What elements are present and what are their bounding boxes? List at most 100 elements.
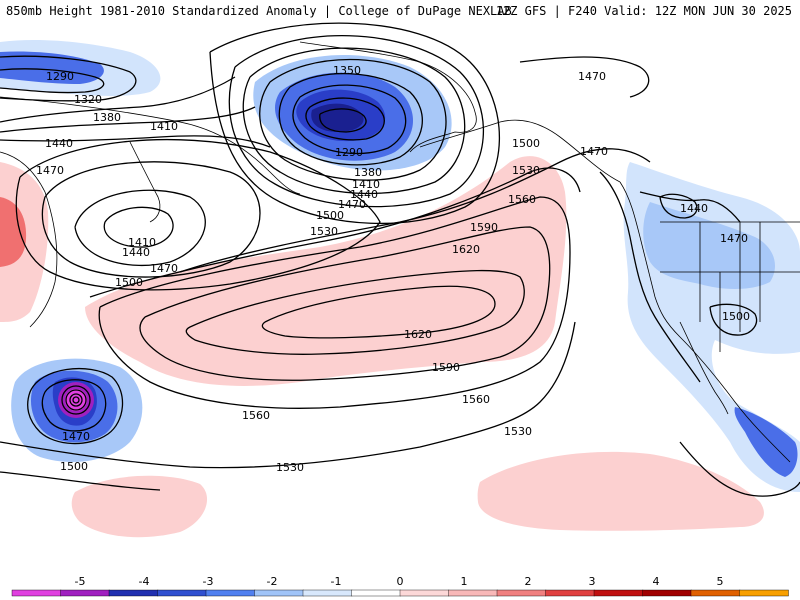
contour-1500-main — [179, 148, 651, 273]
legend-swatch — [593, 589, 644, 597]
map-title: 850mb Height 1981-2010 Standardized Anom… — [6, 4, 512, 18]
contour-1260-low — [319, 108, 367, 133]
anomaly-blue-mexico — [734, 407, 798, 477]
contour-1500-west-coast — [599, 171, 701, 383]
contour-1380-northwest — [0, 76, 236, 123]
contour-label: 1440 — [350, 188, 378, 201]
contour-1440-northwest — [0, 135, 271, 148]
legend-swatch — [496, 589, 547, 597]
anomaly-map: 1290 1320 1380 1410 1440 1470 1410 1440 … — [0, 22, 800, 572]
color-legend: -5 -4 -3 -2 -1 0 1 2 3 4 5 — [0, 572, 800, 600]
contour-1470-typhoon — [27, 367, 124, 445]
legend-tick-label: 1 — [461, 575, 468, 588]
anomaly-pink-subtropical-high — [85, 156, 567, 386]
contour-1320-northwest — [0, 55, 137, 102]
legend-swatch — [205, 589, 256, 597]
legend-ticks: -5 -4 -3 -2 -1 0 1 2 3 4 5 — [75, 575, 724, 588]
legend-swatch — [739, 589, 789, 597]
legend-swatch — [60, 589, 110, 597]
anomaly-pink-west-pacific-mid — [0, 197, 27, 267]
contour-label: 1530 — [512, 164, 540, 177]
contour-label: 1470 — [580, 145, 608, 158]
contour-label: 1470 — [62, 430, 90, 443]
contour-1380-low — [259, 58, 447, 181]
legend-swatch — [157, 589, 207, 597]
contour-label: 1500 — [316, 209, 344, 222]
contour-1500-southwest — [709, 303, 758, 336]
contour-label: 1440 — [122, 246, 150, 259]
contour-label: 1500 — [512, 137, 540, 150]
contour-label: 1410 — [352, 178, 380, 191]
contour-1530-main — [89, 167, 581, 298]
legend-tick-label: -1 — [331, 575, 342, 588]
contour-1380-typhoon — [65, 389, 87, 411]
legend-tick-label: 3 — [589, 575, 596, 588]
contour-label: 1290 — [335, 146, 363, 159]
contour-1350-typhoon — [69, 393, 83, 407]
coastline-baja — [679, 321, 729, 415]
contour-1440-bering — [74, 189, 206, 267]
model-valid-time: 12Z GFS | F240 Valid: 12Z MON JUN 30 202… — [495, 4, 792, 18]
contour-1290-northwest — [0, 68, 105, 94]
coastline-alaska — [299, 41, 477, 153]
contour-1530-mexico — [679, 441, 800, 497]
legend-tick-label: -4 — [139, 575, 150, 588]
contour-label: 1500 — [115, 276, 143, 289]
legend-swatch — [254, 589, 304, 597]
contour-label: 1290 — [46, 70, 74, 83]
contour-label: 1440 — [45, 137, 73, 150]
contour-label: 1530 — [276, 461, 304, 474]
legend-swatch — [302, 589, 353, 597]
header: 850mb Height 1981-2010 Standardized Anom… — [0, 0, 800, 22]
contour-1440-west-coast — [659, 193, 698, 219]
contour-label: 1470 — [36, 164, 64, 177]
legend-swatch — [545, 589, 595, 597]
contour-1470-west-coast — [639, 191, 741, 223]
contour-1500-south — [0, 471, 161, 491]
contour-label: 1500 — [60, 460, 88, 473]
contour-1500-bering — [15, 138, 381, 291]
contour-1350-low — [278, 73, 423, 166]
contour-1470-bering — [41, 161, 261, 278]
contour-label: 1590 — [432, 361, 460, 374]
legend-tick-label: 2 — [525, 575, 532, 588]
anomaly-pink-south-central — [71, 475, 208, 538]
contour-label: 1500 — [722, 310, 750, 323]
anomaly-pink-southeast — [477, 451, 764, 531]
coastline-kamchatka — [129, 141, 161, 223]
contour-label: 1620 — [404, 328, 432, 341]
coastline-siberia — [0, 96, 301, 195]
contour-1470-northeast — [519, 56, 650, 98]
contour-label: 1320 — [74, 93, 102, 106]
contour-1620-inner — [261, 285, 496, 339]
contour-1560-ring — [98, 196, 571, 409]
legend-swatch — [11, 589, 62, 597]
contour-label: 1470 — [338, 198, 366, 211]
contour-1530-south — [0, 321, 576, 469]
legend-swatch — [108, 589, 159, 597]
anomaly-blue-aleutian-low-deep — [311, 103, 364, 132]
contour-1410-northwest — [0, 106, 256, 133]
contour-1290-low — [305, 97, 385, 141]
contour-label: 1470 — [720, 232, 748, 245]
contour-1440-typhoon — [41, 379, 107, 432]
coastline-asia-east — [0, 151, 58, 328]
legend-tick-label: -5 — [75, 575, 86, 588]
contour-1590-ring — [139, 226, 551, 381]
contour-1410-bering — [103, 206, 174, 248]
legend-tick-label: 4 — [653, 575, 660, 588]
anomaly-blue-west-coast-mid — [643, 202, 775, 289]
contour-1410-low — [242, 47, 466, 195]
contour-label: 1440 — [680, 202, 708, 215]
legend-swatch — [690, 589, 741, 597]
coastline-north-america-west — [619, 181, 791, 463]
contour-label: 1350 — [333, 64, 361, 77]
contour-1470-main — [209, 22, 501, 225]
contour-label: 1380 — [93, 111, 121, 124]
state-borders — [660, 221, 800, 352]
contour-label: 1590 — [470, 221, 498, 234]
contour-labels: 1290 1320 1380 1410 1440 1470 1410 1440 … — [36, 64, 750, 474]
legend-swatch — [642, 589, 692, 597]
coastlines — [0, 41, 800, 463]
legend-swatch — [448, 589, 498, 597]
